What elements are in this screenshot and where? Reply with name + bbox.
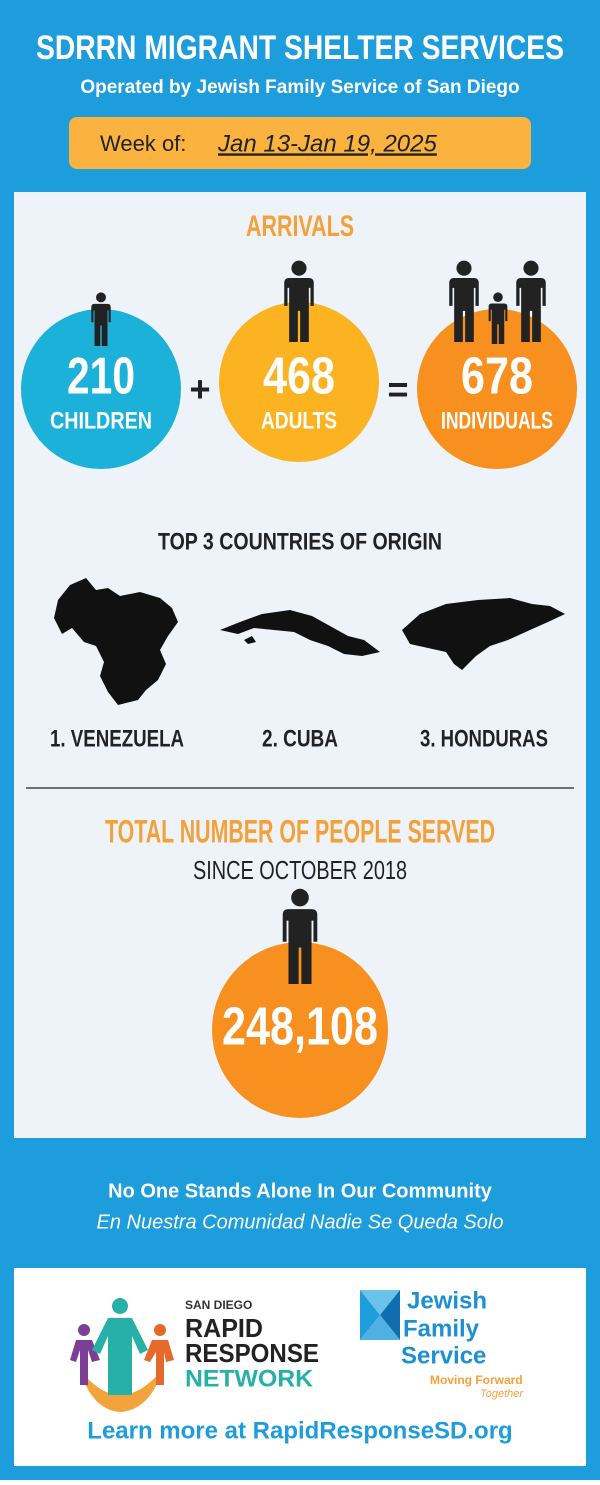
adults-label: ADULTS bbox=[261, 407, 337, 434]
week-label: Week of: bbox=[100, 131, 186, 156]
plus-sign: + bbox=[189, 369, 210, 410]
total-subtitle: SINCE OCTOBER 2018 bbox=[193, 855, 407, 885]
rrn-line1: RAPID bbox=[185, 1313, 263, 1343]
total-number: 248,108 bbox=[222, 996, 378, 1056]
link[interactable]: Learn more at RapidResponseSD.org bbox=[87, 1417, 512, 1444]
jfs-motto1: Moving Forward bbox=[430, 1373, 523, 1387]
jfs-line1: Jewish bbox=[407, 1287, 487, 1314]
rrn-small: SAN DIEGO bbox=[185, 1298, 252, 1312]
children-number: 210 bbox=[67, 348, 135, 406]
rrn-line3: NETWORK bbox=[185, 1365, 314, 1392]
rrn-line2: RESPONSE bbox=[185, 1338, 319, 1368]
individuals-circle bbox=[417, 309, 577, 469]
countries-title: TOP 3 COUNTRIES OF ORIGIN bbox=[158, 528, 442, 555]
rrn-logo bbox=[70, 1298, 174, 1412]
country-1: 1. VENEZUELA bbox=[50, 725, 184, 752]
title: SDRRN MIGRANT SHELTER SERVICES bbox=[36, 29, 564, 67]
jfs-logo bbox=[360, 1290, 400, 1340]
jfs-line3: Service bbox=[401, 1342, 486, 1369]
week-box bbox=[69, 117, 531, 169]
arrivals-title: ARRIVALS bbox=[246, 210, 354, 243]
adults-number: 468 bbox=[263, 348, 335, 406]
subtitle: Operated by Jewish Family Service of San… bbox=[80, 77, 519, 98]
jfs-motto2: Together bbox=[480, 1388, 524, 1400]
total-title: TOTAL NUMBER OF PEOPLE SERVED bbox=[105, 813, 495, 849]
cuba-map bbox=[220, 610, 380, 656]
tagline: No One Stands Alone In Our Community bbox=[108, 1180, 493, 1202]
venezuela-map bbox=[54, 578, 178, 705]
jfs-line2: Family bbox=[403, 1315, 480, 1342]
honduras-map bbox=[402, 598, 565, 670]
country-2: 2. CUBA bbox=[262, 725, 338, 752]
children-circle bbox=[21, 309, 181, 469]
week-dates: Jan 13-Jan 19, 2025 bbox=[217, 130, 437, 157]
equals-sign: = bbox=[387, 369, 408, 410]
adults-circle bbox=[219, 302, 379, 462]
total-circle bbox=[212, 942, 388, 1118]
children-label: CHILDREN bbox=[50, 407, 152, 434]
individuals-label: INDIVIDUALS bbox=[441, 407, 553, 434]
individuals-number: 678 bbox=[461, 348, 533, 406]
tagline-es: En Nuestra Comunidad Nadie Se Queda Solo bbox=[97, 1211, 504, 1233]
country-3: 3. HONDURAS bbox=[420, 725, 548, 752]
